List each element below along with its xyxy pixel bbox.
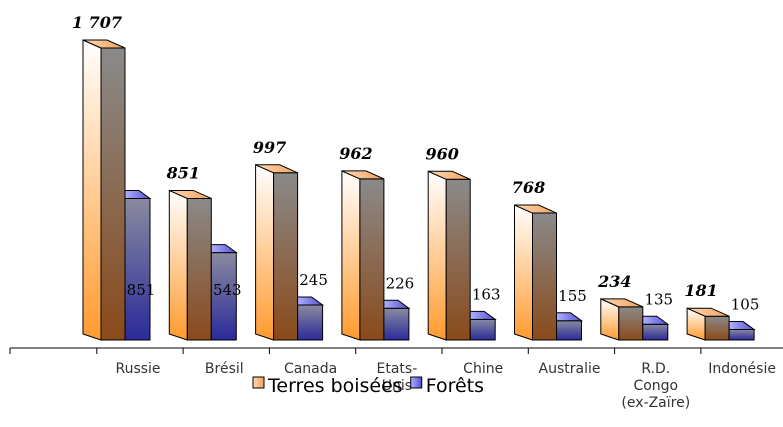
bar-side <box>704 315 730 341</box>
value-label: 851 <box>166 163 200 182</box>
bar-group <box>686 307 756 341</box>
bar-group <box>341 170 411 341</box>
bar-group <box>600 298 670 341</box>
value-label: 1 707 <box>72 13 122 32</box>
bar-top <box>686 307 730 317</box>
value-label: 105 <box>731 296 760 314</box>
value-label: 543 <box>213 281 242 299</box>
value-label: 851 <box>127 281 156 299</box>
bar-group <box>427 170 497 341</box>
bar <box>469 318 496 341</box>
value-label: 135 <box>644 290 673 308</box>
bar-top <box>514 204 557 214</box>
value-label: 163 <box>472 285 501 303</box>
bar-side <box>445 178 471 341</box>
bar-group <box>514 204 584 341</box>
bar <box>556 320 582 341</box>
x-tick-label: Etats-Unis <box>377 361 418 394</box>
bar-side <box>618 306 644 341</box>
bar-group <box>82 39 152 341</box>
bar-top <box>642 315 670 325</box>
x-tick-label: R.D. Congo (ex-Zaïre) <box>621 361 690 411</box>
bar-top <box>210 244 238 254</box>
bar <box>728 329 755 341</box>
x-tick-label: Indonésie <box>708 361 776 377</box>
value-label: 155 <box>558 287 587 305</box>
label-line: Etats- <box>377 361 418 377</box>
label-line: R.D. <box>641 361 670 377</box>
bar-top <box>255 164 298 174</box>
bar-top <box>427 170 471 180</box>
bar-top <box>124 189 152 199</box>
bar-top <box>383 299 411 309</box>
value-label: 226 <box>386 274 415 292</box>
bar <box>168 189 188 341</box>
bar <box>642 323 669 341</box>
x-tick-label: Russie <box>115 361 160 377</box>
bar <box>82 39 102 341</box>
x-tick-label: Chine <box>463 361 503 377</box>
label-line: Chine <box>463 361 503 377</box>
label-line: Unis <box>382 378 412 394</box>
label-line: Congo <box>633 378 678 394</box>
bar-side <box>186 197 212 341</box>
label-line: (ex-Zaïre) <box>621 395 690 411</box>
legend-swatch <box>410 376 423 389</box>
label-line: Canada <box>284 361 337 377</box>
bar-top <box>341 170 385 180</box>
value-label: 768 <box>512 178 545 197</box>
legend-swatch <box>252 376 265 389</box>
bar-top <box>728 321 756 331</box>
bar-top <box>600 298 644 308</box>
x-tick-label: Canada <box>284 361 337 377</box>
bar-group <box>168 189 238 341</box>
value-label: 245 <box>299 271 328 289</box>
value-label: 234 <box>597 272 631 291</box>
bar-side <box>273 172 299 341</box>
bar-side <box>100 47 126 341</box>
bar <box>255 164 275 341</box>
value-label: 960 <box>425 144 458 163</box>
label-line: Australie <box>539 361 601 377</box>
bar-group <box>255 164 325 341</box>
bar <box>341 170 361 341</box>
value-label: 997 <box>253 138 286 157</box>
label-line: Russie <box>115 361 160 377</box>
bar <box>383 307 410 341</box>
bar-top <box>169 189 212 199</box>
label-line: Brésil <box>205 361 244 377</box>
legend-label: Forêts <box>426 375 484 397</box>
value-label: 181 <box>684 281 717 300</box>
bar-side <box>532 212 557 341</box>
legend-label: Terres boisées <box>267 375 403 397</box>
value-label: 962 <box>339 144 372 163</box>
bar <box>427 170 447 341</box>
bar <box>514 204 533 341</box>
x-tick-label: Australie <box>539 361 601 377</box>
bar <box>124 197 151 341</box>
bar-top <box>297 296 325 306</box>
bar-top <box>82 39 126 49</box>
bar-top <box>469 310 497 320</box>
bar-side <box>359 178 385 341</box>
x-tick-label: Brésil <box>205 361 244 377</box>
bar-top <box>556 312 584 322</box>
bar <box>297 304 324 341</box>
label-line: Indonésie <box>708 361 776 377</box>
